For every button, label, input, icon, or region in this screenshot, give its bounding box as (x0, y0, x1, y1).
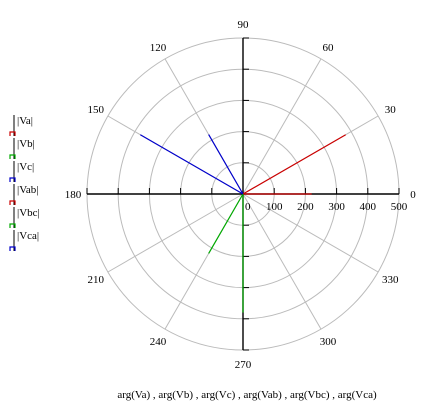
legend-label: |Vbc| (17, 207, 40, 219)
angle-tick-label: 210 (88, 274, 105, 286)
angular-grid-line (107, 193, 244, 273)
angular-grid-line (242, 193, 379, 273)
series-line-5 (140, 134, 244, 195)
angle-tick-label: 330 (382, 274, 399, 286)
angular-grid-line (242, 58, 322, 195)
series-line-2 (208, 134, 244, 195)
radial-tick-labels: 0 100 200 300 400 500 (245, 201, 408, 213)
legend-marker (9, 131, 16, 136)
angle-tick-labels: 0 30 60 90 120 150 180 210 240 270 300 330 (65, 19, 417, 371)
legend-marker (9, 246, 16, 251)
radial-tick-label: 300 (328, 201, 345, 213)
angle-tick-label: 120 (150, 42, 167, 54)
legend-label: |Vc| (17, 161, 34, 173)
legend-marker (9, 200, 16, 205)
angle-tick-label: 150 (88, 104, 105, 116)
series-line-1 (208, 193, 244, 254)
legend-label: |Va| (17, 115, 33, 127)
legend-marker (9, 154, 16, 159)
angle-tick-label: 180 (65, 189, 82, 201)
angle-tick-label: 90 (238, 19, 250, 31)
x-axis-label: arg(Va) , arg(Vb) , arg(Vc) , arg(Vab) ,… (117, 389, 377, 401)
angle-tick-label: 30 (385, 104, 397, 116)
radial-tick-label: 100 (266, 201, 283, 213)
legend-marker (9, 177, 16, 182)
angle-tick-label: 300 (320, 336, 337, 348)
angular-grid-line (242, 193, 322, 330)
legend-label: |Vca| (17, 230, 39, 242)
legend-label: |Vab| (17, 184, 39, 196)
series-line-3 (242, 134, 346, 195)
radial-tick-label: 500 (391, 201, 408, 213)
angle-tick-label: 270 (235, 359, 252, 371)
legend-marker (9, 223, 16, 228)
angle-tick-label: 0 (410, 189, 416, 201)
series-layer (140, 134, 346, 313)
legend-label: |Vb| (17, 138, 35, 150)
radial-tick-label: 200 (297, 201, 314, 213)
angle-tick-label: 60 (323, 42, 335, 54)
radial-tick-label: 0 (245, 201, 251, 213)
angle-tick-label: 240 (150, 336, 167, 348)
legend: |Va| |Vb| |Vc| |Vab| |Vbc| |Vca| (9, 115, 40, 251)
radial-tick-label: 400 (360, 201, 377, 213)
